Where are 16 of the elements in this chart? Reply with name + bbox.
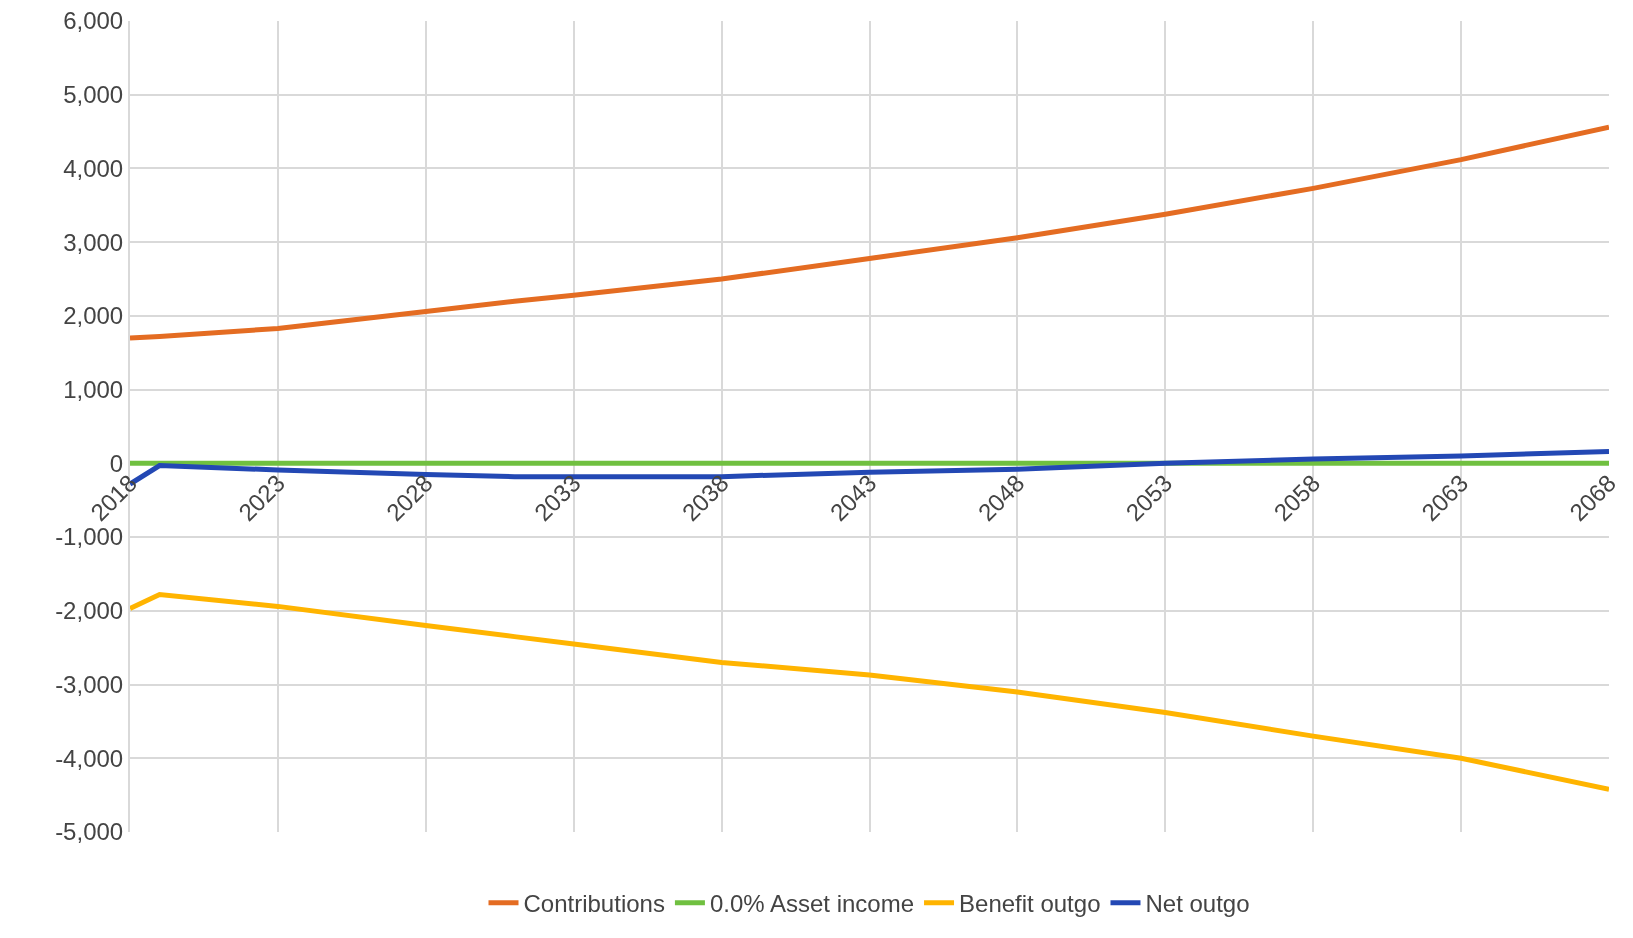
y-tick-label: -3,000 bbox=[55, 670, 124, 698]
legend-label: Net outgo bbox=[1145, 890, 1250, 918]
legend-label: Benefit outgo bbox=[959, 890, 1101, 918]
y-tick-label: -1,000 bbox=[55, 523, 124, 551]
y-tick-label: 5,000 bbox=[63, 81, 124, 109]
y-tick-label: -4,000 bbox=[55, 744, 124, 772]
legend-label: Contributions bbox=[523, 890, 665, 918]
y-tick-label: 2,000 bbox=[63, 302, 124, 330]
y-tick-label: 0 bbox=[109, 449, 124, 477]
y-tick-label: 3,000 bbox=[63, 228, 124, 256]
legend-label: 0.0% Asset income bbox=[709, 890, 915, 918]
y-tick-label: 1,000 bbox=[63, 376, 124, 404]
y-tick-label: 6,000 bbox=[63, 7, 124, 35]
y-tick-label: -2,000 bbox=[55, 597, 124, 625]
y-tick-label: -5,000 bbox=[55, 818, 124, 846]
y-tick-label: 4,000 bbox=[63, 154, 124, 182]
